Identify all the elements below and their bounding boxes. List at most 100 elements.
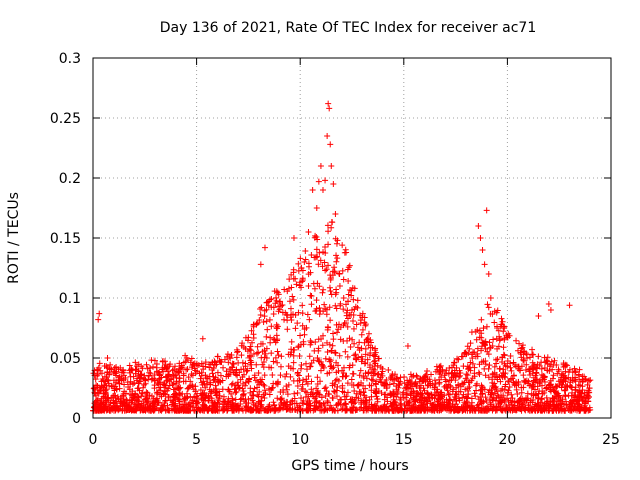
data-point	[219, 386, 226, 393]
data-point	[205, 393, 212, 400]
data-point	[517, 401, 524, 408]
data-point	[352, 351, 359, 358]
data-point	[431, 384, 438, 391]
data-point	[166, 394, 173, 401]
data-point	[101, 406, 108, 413]
data-point-outlier	[317, 163, 324, 169]
data-point	[308, 292, 315, 299]
data-point	[315, 261, 322, 268]
data-point	[217, 372, 224, 379]
data-point-outlier	[261, 244, 268, 251]
data-point	[478, 391, 485, 398]
data-point	[387, 403, 394, 410]
data-point	[251, 385, 258, 392]
data-point	[172, 371, 179, 378]
x-tick-label: 25	[602, 432, 620, 448]
data-point	[543, 407, 550, 414]
data-point	[350, 318, 357, 325]
data-point	[289, 397, 296, 404]
data-point	[363, 405, 370, 412]
data-point	[108, 366, 115, 373]
data-point	[511, 402, 518, 409]
data-point	[135, 368, 142, 375]
data-point	[524, 390, 531, 397]
data-point	[274, 379, 281, 386]
data-point	[465, 379, 472, 386]
data-point	[192, 383, 199, 390]
data-point	[253, 377, 260, 384]
data-point	[178, 362, 185, 369]
data-point	[332, 350, 339, 357]
data-point	[134, 396, 141, 403]
data-point	[305, 282, 312, 289]
data-point	[247, 343, 254, 350]
data-point-outlier	[315, 178, 322, 185]
data-point	[364, 356, 371, 363]
data-point	[482, 338, 489, 345]
data-point-outlier	[481, 261, 488, 268]
data-point	[298, 362, 305, 369]
data-point	[427, 400, 434, 407]
data-point	[181, 397, 188, 404]
data-point	[410, 395, 417, 402]
data-point	[238, 342, 245, 349]
data-point	[327, 275, 334, 282]
data-point	[234, 372, 241, 379]
data-point-outlier	[328, 163, 335, 169]
data-point	[329, 394, 336, 401]
data-point	[462, 349, 469, 356]
data-point	[269, 384, 276, 391]
data-point	[275, 308, 282, 315]
data-point	[444, 403, 451, 410]
data-point	[497, 336, 504, 343]
data-point-outlier	[322, 177, 329, 184]
data-point	[350, 296, 357, 303]
data-point-outlier	[404, 343, 411, 349]
data-point	[572, 406, 579, 413]
data-point	[193, 398, 200, 405]
data-point	[341, 320, 348, 327]
data-point	[299, 381, 306, 388]
data-point	[260, 391, 267, 398]
data-point	[469, 375, 476, 382]
data-point	[165, 371, 172, 378]
data-point	[555, 368, 562, 375]
data-point	[562, 375, 569, 382]
data-point	[313, 246, 320, 253]
data-point	[183, 366, 190, 373]
data-point-outlier	[487, 295, 494, 301]
data-point	[98, 370, 105, 377]
data-point	[453, 391, 460, 398]
data-point	[555, 407, 562, 414]
data-point	[345, 291, 352, 298]
data-point	[294, 320, 301, 327]
data-point	[158, 393, 165, 400]
data-point	[274, 325, 281, 332]
data-point	[359, 326, 366, 333]
data-point	[164, 407, 171, 414]
data-point	[320, 332, 327, 339]
data-point	[498, 315, 505, 322]
data-point	[451, 359, 458, 366]
data-point	[342, 348, 349, 355]
data-point	[322, 243, 329, 250]
data-point	[158, 402, 165, 409]
data-point	[173, 374, 180, 381]
data-point	[223, 368, 230, 375]
data-point	[334, 362, 341, 369]
data-point	[396, 407, 403, 414]
data-point	[514, 347, 521, 354]
chart-title: Day 136 of 2021, Rate Of TEC Index for r…	[160, 20, 536, 36]
data-point	[329, 342, 336, 349]
data-point	[260, 364, 267, 371]
data-point	[242, 402, 249, 409]
data-point	[270, 358, 277, 365]
data-point	[550, 397, 557, 404]
data-point	[225, 359, 232, 366]
data-point	[118, 400, 125, 407]
data-point-outlier	[301, 259, 308, 265]
data-point	[530, 405, 537, 412]
data-point	[532, 379, 539, 386]
data-point	[394, 390, 401, 397]
data-point	[434, 392, 441, 399]
